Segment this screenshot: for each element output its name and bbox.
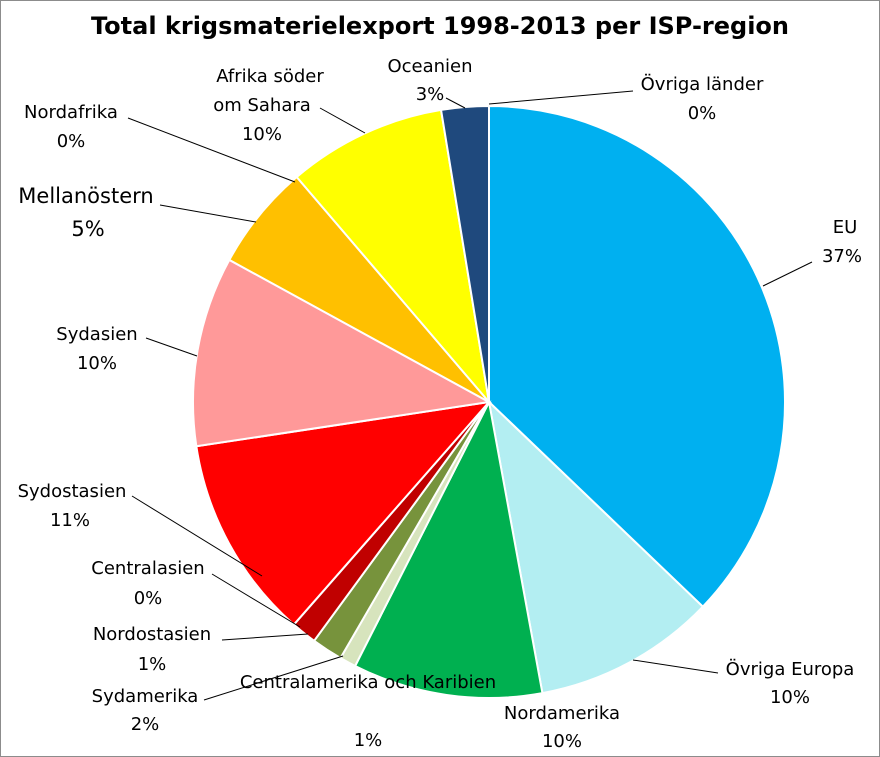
slice-name-övriga-länder: Övriga länder	[641, 73, 764, 95]
pie-slice-övriga-europa	[487, 399, 705, 695]
leader-lines	[127, 90, 813, 701]
chart-title: Total krigsmaterielexport 1998-2013 per …	[90, 12, 789, 40]
leader-line-övriga-länder	[488, 90, 634, 105]
slice-percent-nordamerika: 10%	[542, 731, 582, 752]
slice-percent-övriga-europa: 10%	[770, 687, 810, 708]
slice-percent-sydostasien: 11%	[50, 510, 90, 531]
slice-name-centralasien: Centralasien	[91, 558, 204, 579]
leader-line-sydamerika	[203, 655, 344, 701]
leader-line-sydasien	[145, 337, 198, 357]
slice-percent-nordafrika: 0%	[57, 131, 86, 152]
slice-labels: EU 37% Övriga Europa 10% Nordamerika 10% Centr…	[18, 56, 862, 752]
leader-line-nordostasien	[221, 633, 309, 641]
leader-line-centralasien	[211, 573, 301, 628]
leader-line-nordafrika	[127, 117, 296, 183]
slice-percent-oceanien: 3%	[416, 84, 445, 105]
pie-slice-afrika-söder-om-sahara	[295, 108, 491, 406]
slice-percent-mellanöstern: 5%	[71, 217, 104, 241]
slice-name-nordafrika: Nordafrika	[24, 102, 118, 123]
slice-name-nordamerika: Nordamerika	[504, 703, 620, 724]
slice-name-centralamerika-och-karibien: Centralamerika och Karibien	[240, 672, 496, 693]
slice-percent-afrika-söder-om-sahara: 10%	[242, 124, 282, 145]
pie-slice-nordamerika	[353, 398, 544, 699]
leader-line-oceanien	[445, 97, 466, 109]
leader-line-afrika-söder-om-sahara	[319, 107, 366, 134]
slice-name-sydasien: Sydasien	[56, 324, 137, 345]
leader-line-mellanöstern	[159, 204, 257, 223]
slice-percent-centralamerika-och-karibien: 1%	[354, 730, 383, 751]
slice-percent-eu: 37%	[822, 246, 862, 267]
leader-line-övriga-europa	[632, 659, 719, 674]
slice-name-afrika-söder-om-sahara: om Sahara	[213, 95, 311, 116]
slice-percent-sydamerika: 2%	[131, 714, 160, 735]
slice-name-eu: EU	[833, 217, 858, 238]
slice-name-övriga-europa: Övriga Europa	[726, 658, 855, 680]
pie-slice-sydostasien	[195, 400, 492, 627]
slice-name-sydostasien: Sydostasien	[18, 481, 127, 502]
leader-line-sydostasien	[131, 495, 263, 577]
leader-line-eu	[762, 261, 813, 287]
slice-name-afrika-söder-om-sahara: Afrika söder	[216, 66, 324, 87]
pie-slices	[192, 104, 786, 699]
pie-slice-eu	[488, 104, 786, 609]
slice-percent-nordostasien: 1%	[138, 654, 167, 675]
slice-name-mellanöstern: Mellanöstern	[18, 184, 153, 208]
slice-percent-sydasien: 10%	[77, 353, 117, 374]
slice-name-sydamerika: Sydamerika	[92, 686, 199, 707]
slice-name-nordostasien: Nordostasien	[93, 624, 211, 645]
pie-slice-oceanien	[439, 104, 490, 403]
slice-percent-centralasien: 0%	[134, 588, 163, 609]
slice-name-oceanien: Oceanien	[387, 56, 472, 77]
pie-slice-sydasien	[192, 258, 493, 448]
slice-percent-övriga-länder: 0%	[688, 103, 717, 124]
